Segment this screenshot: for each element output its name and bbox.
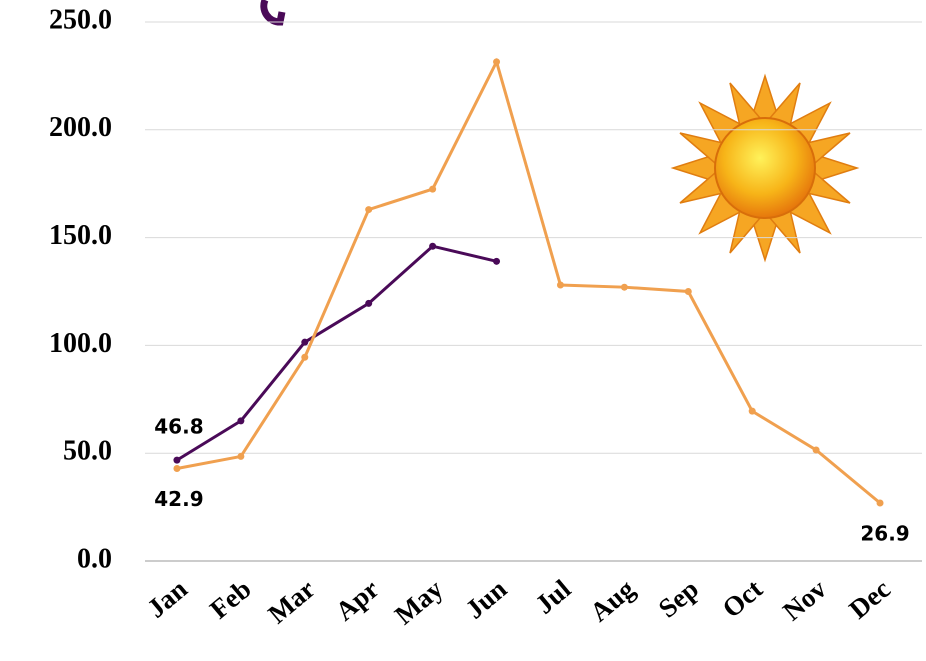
x-tick-label: Oct [717,574,768,624]
y-tick-label: 200.0 [49,112,112,143]
y-tick-label: 0.0 [77,543,112,574]
data-point [493,58,500,65]
data-point [237,417,244,424]
x-tick-label: Aug [584,573,640,627]
x-tick-label: Mar [262,574,320,630]
data-point [685,288,692,295]
data-point [301,339,308,346]
series-line [177,246,497,460]
data-label: 42.9 [154,487,203,511]
x-tick-label: May [389,573,449,630]
data-point [173,457,180,464]
y-tick-label: 250.0 [49,4,112,35]
data-point [429,186,436,193]
data-point [429,243,436,250]
data-point [877,500,884,507]
title-fragment [264,0,282,22]
y-tick-label: 100.0 [49,328,112,359]
data-point [557,282,564,289]
chart: 0.0 50.0 100.0 150.0 200.0 250.0 JanFebMarAprM… [0,0,926,661]
y-tick-label: 50.0 [63,436,112,467]
x-tick-label: Sep [653,574,704,624]
x-tick-label: Nov [777,573,832,626]
x-tick-label: Dec [843,574,896,625]
y-tick-label: 150.0 [49,220,112,251]
x-tick-label: Apr [330,574,385,627]
data-point [621,284,628,291]
data-point [237,453,244,460]
data-point [493,258,500,265]
x-tick-label: Jan [141,574,192,624]
data-point [813,446,820,453]
data-point [365,300,372,307]
data-point [173,465,180,472]
data-label: 46.8 [154,415,203,439]
x-tick-label: Feb [204,574,257,625]
data-point [365,206,372,213]
x-tick-label: Jun [460,574,513,625]
data-label: 26.9 [860,522,909,546]
sun-icon [673,76,857,260]
x-tick-label: Jul [529,573,576,619]
data-point [749,408,756,415]
data-point [301,354,308,361]
